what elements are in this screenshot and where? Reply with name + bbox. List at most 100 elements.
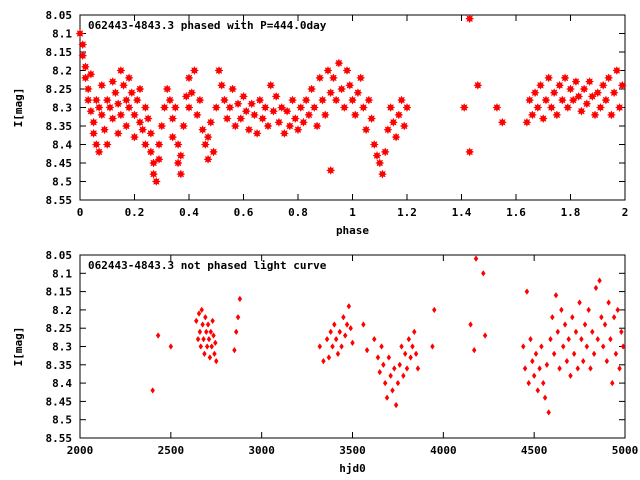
data-point [530, 357, 535, 365]
data-point [364, 95, 374, 105]
data-point [203, 313, 208, 321]
data-point [468, 321, 473, 328]
data-point [121, 121, 131, 131]
data-point [195, 335, 201, 343]
data-point [151, 176, 161, 187]
data-point [222, 113, 232, 124]
y-tick-label: 8.55 [46, 194, 73, 207]
data-point [168, 113, 178, 124]
data-point [108, 113, 118, 124]
data-point [375, 158, 385, 168]
data-point [415, 365, 421, 372]
data-point [326, 88, 336, 98]
data-point [410, 343, 415, 350]
data-point [266, 80, 276, 90]
data-point [541, 95, 551, 105]
data-point [203, 154, 213, 164]
data-point [312, 121, 322, 131]
data-point [113, 99, 123, 109]
y-tick-label: 8.45 [46, 157, 73, 170]
plot-title: 062443-4843.3 phased with P=444.0day [88, 19, 327, 32]
data-point [597, 277, 602, 284]
data-point [595, 335, 601, 343]
data-point [492, 102, 502, 113]
data-point [539, 343, 544, 350]
data-point [146, 147, 156, 157]
data-point [159, 102, 170, 113]
data-point [372, 150, 382, 161]
data-point [304, 110, 314, 120]
data-point [598, 80, 608, 90]
data-point [333, 335, 339, 343]
y-tick-label: 8.35 [46, 359, 73, 372]
data-point [320, 110, 330, 120]
data-point [154, 139, 164, 150]
data-point [86, 69, 96, 79]
data-point [593, 284, 599, 292]
data-point [390, 387, 395, 394]
y-tick-label: 8.55 [46, 432, 73, 445]
data-point [602, 321, 608, 328]
data-point [206, 117, 216, 127]
data-point [350, 110, 360, 120]
data-point [203, 328, 209, 336]
data-point [197, 328, 203, 336]
data-point [102, 95, 112, 105]
y-tick-label: 8.25 [46, 322, 73, 335]
data-point [132, 95, 142, 105]
data-point [590, 110, 600, 120]
data-point [342, 332, 348, 339]
data-point [331, 95, 341, 105]
data-point [268, 106, 279, 116]
data-point [584, 76, 595, 87]
data-point [388, 372, 393, 380]
data-point [557, 95, 567, 105]
data-point [339, 102, 349, 113]
data-point [227, 84, 238, 94]
data-point [345, 80, 355, 90]
data-point [576, 106, 587, 116]
data-point [582, 321, 588, 328]
y-tick-label: 8.05 [46, 249, 73, 262]
data-point [617, 365, 622, 372]
x-tick-label: 3500 [339, 444, 366, 457]
data-point [192, 110, 202, 120]
data-point [554, 80, 565, 90]
data-point [542, 394, 548, 401]
data-point [604, 73, 614, 83]
data-point [550, 313, 555, 321]
data-point [565, 84, 576, 94]
y-tick-label: 8.5 [52, 176, 72, 189]
data-point [138, 125, 148, 135]
data-point [78, 39, 88, 50]
data-point [399, 343, 404, 350]
data-point [393, 401, 399, 409]
data-point [600, 343, 606, 350]
data-point [620, 343, 626, 350]
data-point [176, 169, 186, 179]
data-point [341, 313, 346, 321]
data-point [568, 95, 578, 105]
data-point [377, 169, 388, 179]
data-point [394, 110, 404, 120]
data-point [247, 99, 257, 109]
data-point [522, 117, 532, 127]
data-point [260, 102, 270, 113]
data-point [604, 357, 610, 365]
data-point [609, 88, 619, 98]
data-point [80, 73, 91, 83]
data-point [559, 306, 564, 314]
data-point [116, 110, 126, 120]
data-point [579, 335, 584, 343]
data-point [236, 113, 246, 124]
data-point [184, 102, 194, 113]
y-tick-label: 8.4 [52, 139, 72, 152]
data-point [249, 110, 260, 120]
data-point [540, 379, 546, 387]
data-point [617, 80, 627, 90]
data-point [285, 121, 295, 131]
data-point [196, 310, 202, 317]
x-tick-label: 1 [349, 206, 356, 219]
data-point [198, 343, 204, 350]
data-point [356, 73, 366, 83]
